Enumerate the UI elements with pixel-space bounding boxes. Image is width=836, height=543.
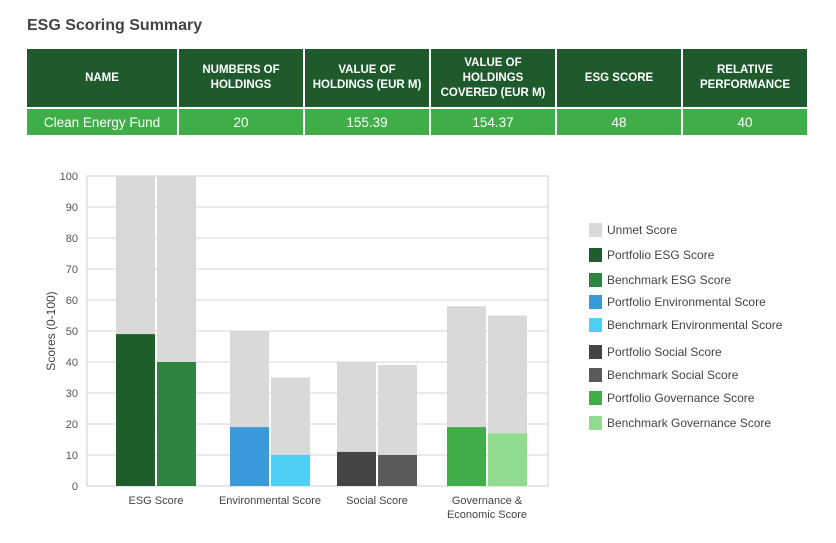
legend-swatch [589,416,602,430]
cell-name: Clean Energy Fund [27,108,179,135]
page-title: ESG Scoring Summary [27,17,203,34]
legend-swatch [589,273,602,287]
bar-unmet [271,377,310,455]
y-tick-label: 0 [72,481,78,493]
legend-label: Portfolio ESG Score [607,248,715,262]
bar-unmet [157,176,196,362]
bar-score [116,334,155,486]
header-esg-score: ESG SCORE [556,49,683,109]
header-numbers-of-holdings: NUMBERS OF HOLDINGS [178,49,305,109]
header-relative-performance: RELATIVE PERFORMANCE [682,49,807,109]
y-tick-label: 70 [66,264,78,276]
x-tick-label: Social Score [346,495,408,507]
legend-swatch [589,368,602,382]
legend-label: Portfolio Governance Score [607,391,755,405]
header-value-covered: VALUE OF HOLDINGS COVERED (EUR M) [430,49,557,109]
y-tick-label: 50 [66,326,78,338]
legend-label: Benchmark Environmental Score [607,318,783,332]
bar-score [447,427,486,486]
legend-swatch [589,345,602,359]
y-tick-label: 20 [66,419,78,431]
summary-table: NAME NUMBERS OF HOLDINGS VALUE OF HOLDIN… [27,49,807,135]
legend-label: Unmet Score [607,223,677,237]
x-tick-label: Economic Score [447,509,527,521]
bar-unmet [230,331,269,428]
table-row: Clean Energy Fund 20 155.39 154.37 48 40 [27,108,807,135]
x-tick-label: Governance & [452,495,523,507]
bar-unmet [337,362,376,452]
legend-swatch [589,318,602,332]
bar-score [378,455,417,486]
bar-unmet [447,306,486,428]
legend-label: Benchmark Social Score [607,368,739,382]
y-tick-label: 10 [66,450,78,462]
bar-score [271,455,310,486]
y-tick-label: 60 [66,295,78,307]
y-axis-label: Scores (0-100) [44,291,58,370]
y-tick-label: 40 [66,357,78,369]
y-tick-label: 90 [66,202,78,214]
legend-label: Portfolio Social Score [607,345,722,359]
legend-label: Portfolio Environmental Score [607,295,766,309]
header-name: NAME [27,49,179,109]
bar-score [157,362,196,486]
cell-relative-performance: 40 [682,108,807,135]
legend-label: Benchmark ESG Score [607,273,731,287]
legend-swatch [589,295,602,309]
bar-unmet [378,365,417,455]
x-tick-label: ESG Score [128,495,183,507]
bar-score [488,433,527,486]
bar-score [337,451,376,486]
bar-score [230,427,269,486]
legend-swatch [589,223,602,237]
y-tick-label: 80 [66,233,78,245]
cell-value-covered: 154.37 [430,108,557,135]
header-value-of-holdings: VALUE OF HOLDINGS (EUR M) [304,49,431,109]
table-header-row: NAME NUMBERS OF HOLDINGS VALUE OF HOLDIN… [27,49,807,109]
y-tick-label: 100 [60,171,78,183]
cell-value-of-holdings: 155.39 [304,108,431,135]
cell-numbers-of-holdings: 20 [178,108,305,135]
legend-swatch [589,391,602,405]
bar-unmet [488,315,527,434]
x-tick-label: Environmental Score [219,495,321,507]
legend-swatch [589,248,602,262]
bar-unmet [116,176,155,335]
legend-label: Benchmark Governance Score [607,416,771,430]
y-tick-label: 30 [66,388,78,400]
cell-esg-score: 48 [556,108,683,135]
